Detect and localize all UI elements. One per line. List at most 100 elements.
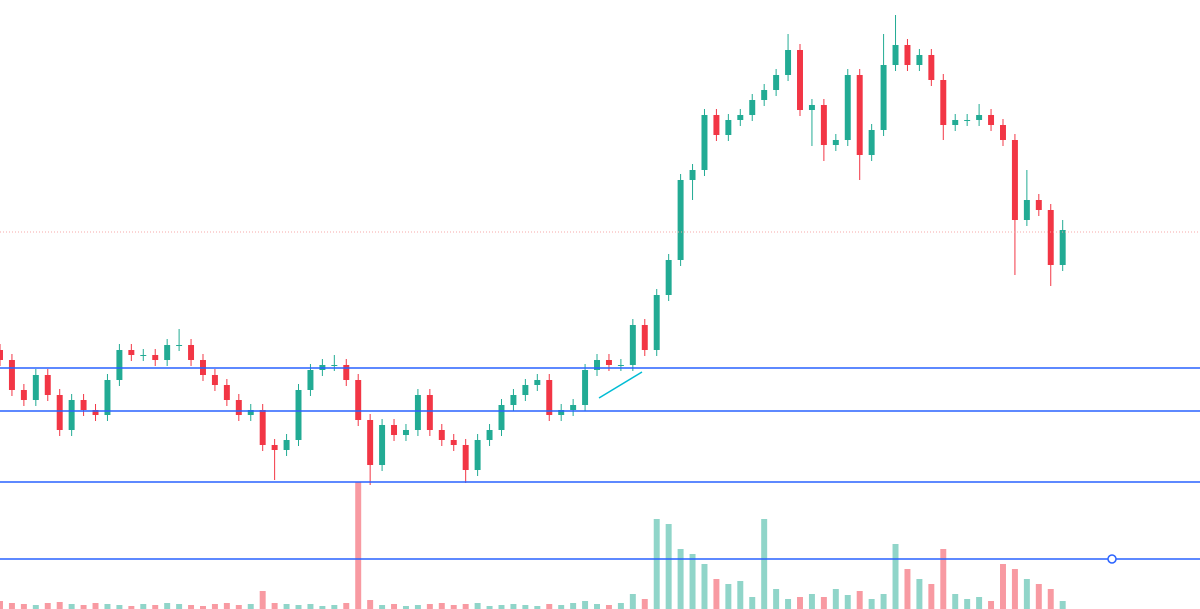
candle-body	[391, 425, 398, 435]
volume-bar	[438, 603, 445, 609]
volume-bar	[677, 549, 684, 609]
candle-body	[462, 445, 469, 470]
candle-body	[1047, 210, 1054, 265]
candle-body	[749, 100, 756, 115]
candle-body	[522, 385, 529, 395]
candle-body	[868, 130, 875, 155]
volume-bar	[391, 604, 398, 609]
volume-bar	[379, 605, 386, 609]
candle-body	[176, 345, 183, 346]
volume-bar	[414, 605, 421, 609]
volume-bar	[462, 604, 469, 609]
candle-body	[856, 75, 863, 155]
candle-body	[832, 140, 839, 145]
candle-body	[1059, 230, 1066, 265]
candle-body	[0, 350, 3, 360]
candle-body	[808, 105, 815, 110]
candle-body	[188, 345, 195, 360]
volume-bar	[247, 604, 254, 609]
candle-body	[605, 360, 612, 365]
volume-bar	[32, 605, 39, 609]
candle-body	[92, 410, 99, 415]
trend-line[interactable]	[598, 371, 643, 399]
volume-bar	[8, 603, 15, 609]
candle-body	[80, 400, 87, 410]
volume-bar	[976, 597, 983, 609]
candle-body	[629, 325, 636, 365]
volume-bar	[617, 603, 624, 609]
candle-body	[8, 360, 15, 390]
volume-bar	[486, 606, 493, 609]
volume-bar	[952, 594, 959, 609]
volume-bar	[546, 604, 553, 609]
volume-bar	[522, 605, 529, 609]
candle-body	[916, 55, 923, 65]
volume-bar	[56, 602, 63, 609]
volume-bar	[737, 581, 744, 609]
candle-body	[713, 115, 720, 135]
candle-body	[498, 405, 505, 430]
volume-bar	[594, 604, 600, 609]
candle-body	[773, 75, 780, 90]
volume-bar	[904, 569, 911, 609]
volume-bar	[570, 603, 577, 609]
volume-bar	[0, 601, 3, 609]
line-handle[interactable]	[1107, 554, 1117, 564]
volume-bar	[856, 591, 863, 609]
volume-bar	[140, 604, 147, 609]
volume-bar	[152, 605, 159, 609]
volume-bar	[653, 519, 660, 609]
volume-bar	[498, 605, 505, 609]
candle-body	[534, 380, 541, 385]
volume-bar	[916, 579, 923, 609]
volume-bar	[964, 599, 971, 609]
candle-body	[235, 400, 242, 415]
candle-body	[223, 385, 230, 400]
volume-bar	[104, 604, 111, 609]
volume-layer	[0, 482, 1066, 609]
candle-body	[68, 400, 75, 430]
volume-bar	[367, 600, 374, 609]
volume-bar	[510, 604, 517, 609]
candle-body	[737, 115, 744, 120]
volume-bar	[534, 606, 541, 609]
volume-bar	[761, 519, 768, 609]
candle-body	[140, 355, 147, 356]
candle-body	[510, 395, 517, 405]
volume-bar	[128, 606, 135, 609]
candle-body	[402, 430, 409, 435]
volume-bar	[1023, 579, 1030, 609]
volume-bar	[223, 603, 230, 609]
candle-layer	[0, 15, 1066, 485]
candle-body	[677, 180, 684, 260]
candle-body	[1000, 125, 1006, 140]
volume-bar	[1059, 601, 1066, 609]
candle-body	[44, 375, 51, 395]
volume-bar	[689, 554, 696, 609]
volume-bar	[785, 599, 792, 609]
volume-bar	[820, 597, 827, 609]
volume-bar	[319, 606, 326, 609]
volume-bar	[474, 603, 481, 609]
volume-bar	[271, 603, 278, 609]
volume-bar	[92, 603, 99, 609]
candle-body	[964, 120, 971, 121]
volume-bar	[1011, 569, 1018, 609]
candle-body	[617, 365, 624, 366]
candle-body	[558, 410, 565, 415]
volume-bar	[988, 601, 995, 609]
candle-body	[367, 420, 374, 465]
candle-body	[820, 105, 827, 145]
volume-bar	[665, 524, 672, 609]
candle-body	[343, 365, 350, 380]
volume-bar	[582, 601, 589, 609]
candle-body	[283, 440, 290, 450]
volume-bar	[20, 604, 27, 609]
candle-body	[486, 430, 493, 440]
candle-body	[295, 390, 302, 440]
volume-bar	[940, 549, 947, 609]
candle-body	[785, 50, 792, 75]
volume-bar	[211, 604, 218, 609]
candle-body	[379, 425, 386, 465]
volume-bar	[629, 594, 636, 609]
